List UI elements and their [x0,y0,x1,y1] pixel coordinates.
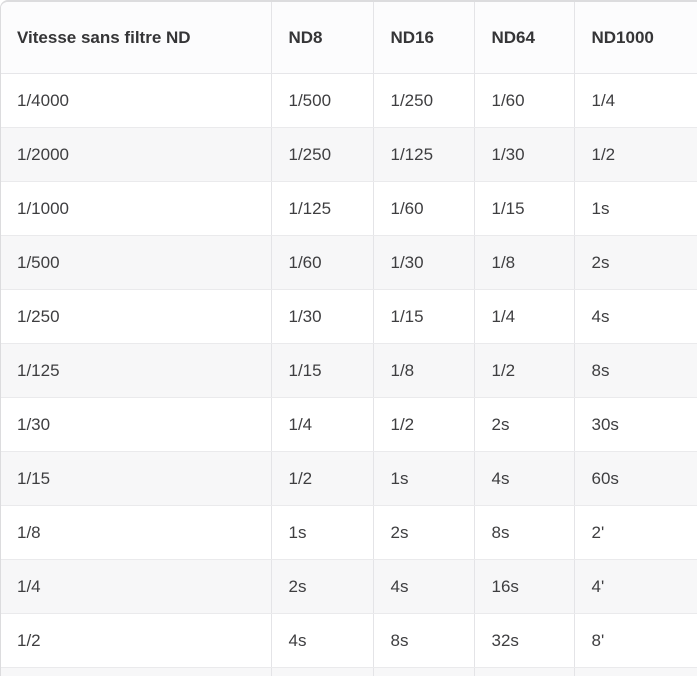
value-cell: 2s [270,559,373,614]
row-label-cell: 1/30 [1,397,271,452]
value-cell: 1/2 [473,343,574,398]
table-header: Vitesse sans filtre ND ND8 ND16 ND64 ND1… [1,2,697,74]
value-cell: 32s [473,613,574,668]
value-cell: 60s [573,451,697,506]
value-cell: 1/15 [473,181,574,236]
table-row: 1/4 2s 4s 16s 4' [1,559,697,614]
row-label-cell: 1/4000 [1,73,271,128]
value-cell: 1/60 [372,181,474,236]
column-header-base-speed: Vitesse sans filtre ND [1,2,271,74]
value-cell: 1/4 [270,397,373,452]
column-header-nd1000: ND1000 [573,2,697,74]
row-label-cell: 1/500 [1,235,271,290]
value-cell: 2s [473,397,574,452]
value-cell: 1/8 [473,235,574,290]
value-cell: 4s [473,451,574,506]
row-label-cell: 1/1000 [1,181,271,236]
value-cell: 1/30 [270,289,373,344]
table-footer [1,667,697,676]
row-label-cell: 1/250 [1,289,271,344]
value-cell: 8s [573,343,697,398]
table-row: 1/1000 1/125 1/60 1/15 1s [1,181,697,236]
partial-row [1,667,697,676]
value-cell: 4s [270,613,373,668]
value-cell: 4s [573,289,697,344]
table-row: 1/125 1/15 1/8 1/2 8s [1,343,697,398]
row-label-cell: 1/2 [1,613,271,668]
value-cell: 1/250 [372,73,474,128]
table-row: 1/500 1/60 1/30 1/8 2s [1,235,697,290]
value-cell: 1/2 [270,451,373,506]
row-label-cell: 1/15 [1,451,271,506]
partial-cell [270,667,373,676]
column-header-nd16: ND16 [372,2,474,74]
value-cell: 8' [573,613,697,668]
value-cell: 1s [573,181,697,236]
table-row: 1/15 1/2 1s 4s 60s [1,451,697,506]
header-row: Vitesse sans filtre ND ND8 ND16 ND64 ND1… [1,2,697,74]
table-row: 1/2000 1/250 1/125 1/30 1/2 [1,127,697,182]
partial-cell [1,667,271,676]
value-cell: 1/2 [573,127,697,182]
value-cell: 1/30 [372,235,474,290]
value-cell: 4' [573,559,697,614]
value-cell: 8s [372,613,474,668]
table-row: 1/8 1s 2s 8s 2' [1,505,697,560]
value-cell: 8s [473,505,574,560]
value-cell: 2s [372,505,474,560]
row-label-cell: 1/2000 [1,127,271,182]
value-cell: 4s [372,559,474,614]
value-cell: 1/4 [473,289,574,344]
value-cell: 1s [270,505,373,560]
value-cell: 1/125 [270,181,373,236]
partial-cell [473,667,574,676]
value-cell: 1/2 [372,397,474,452]
value-cell: 1/4 [573,73,697,128]
value-cell: 1/250 [270,127,373,182]
value-cell: 2s [573,235,697,290]
value-cell: 1s [372,451,474,506]
value-cell: 1/15 [270,343,373,398]
value-cell: 30s [573,397,697,452]
table-row: 1/4000 1/500 1/250 1/60 1/4 [1,73,697,128]
value-cell: 1/15 [372,289,474,344]
value-cell: 1/60 [270,235,373,290]
table-row: 1/30 1/4 1/2 2s 30s [1,397,697,452]
value-cell: 1/30 [473,127,574,182]
value-cell: 1/60 [473,73,574,128]
partial-cell [573,667,697,676]
table-row: 1/2 4s 8s 32s 8' [1,613,697,668]
column-header-nd8: ND8 [270,2,373,74]
row-label-cell: 1/4 [1,559,271,614]
value-cell: 1/500 [270,73,373,128]
value-cell: 2' [573,505,697,560]
table-body: 1/4000 1/500 1/250 1/60 1/4 1/2000 1/250 1/125 1… [1,73,697,668]
row-label-cell: 1/8 [1,505,271,560]
table-row: 1/250 1/30 1/15 1/4 4s [1,289,697,344]
row-label-cell: 1/125 [1,343,271,398]
value-cell: 1/8 [372,343,474,398]
partial-cell [372,667,474,676]
value-cell: 16s [473,559,574,614]
value-cell: 1/125 [372,127,474,182]
column-header-nd64: ND64 [473,2,574,74]
